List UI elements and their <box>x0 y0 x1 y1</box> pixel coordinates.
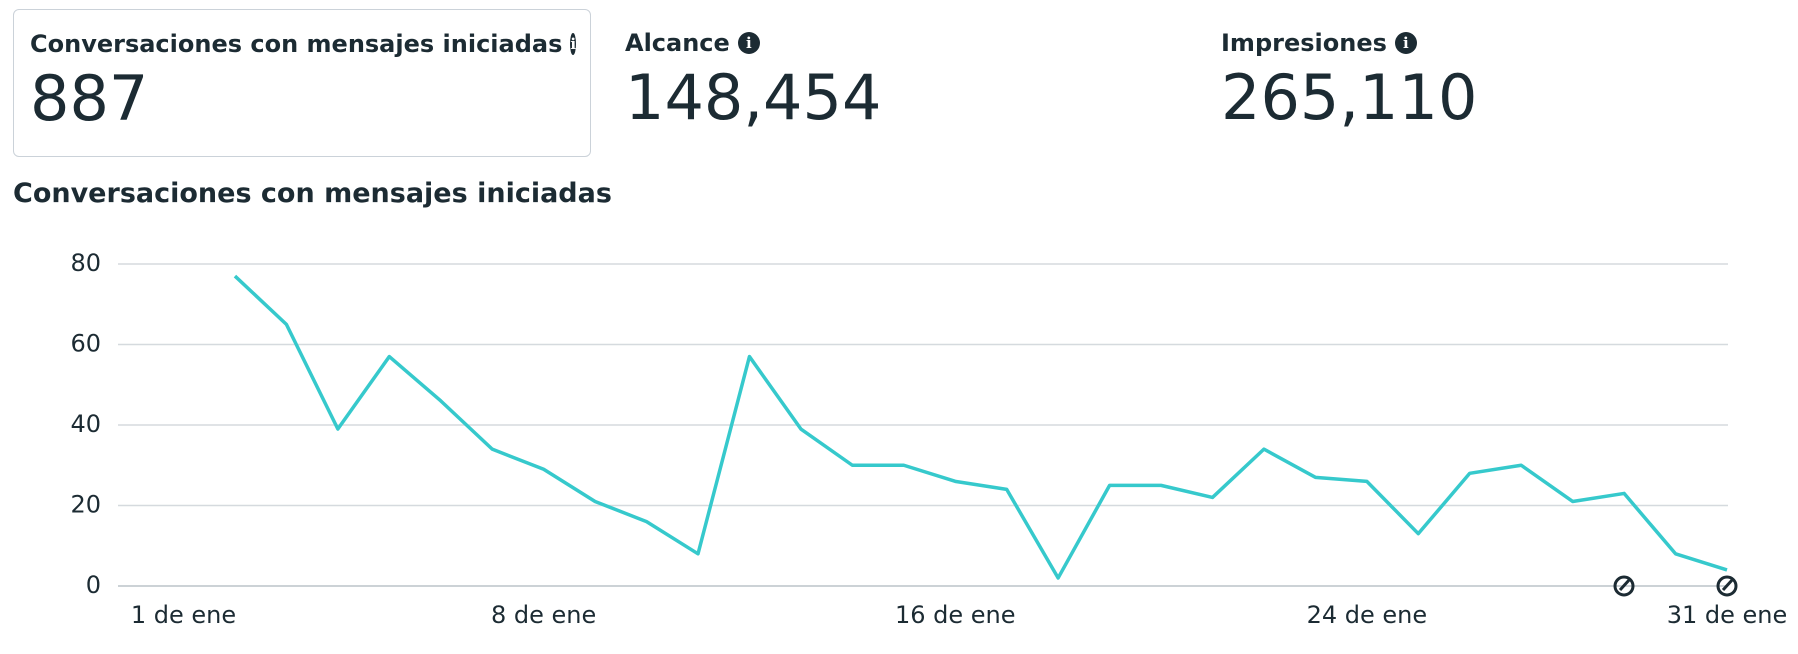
kpi-label: Conversaciones con mensajes iniciadas <box>30 30 563 58</box>
y-tick-label: 0 <box>86 571 101 599</box>
kpi-label: Impresiones <box>1221 29 1387 57</box>
line <box>233 274 1728 580</box>
y-tick-label: 60 <box>70 330 101 358</box>
y-tick-label: 80 <box>70 249 101 277</box>
info-icon[interactable]: i <box>570 33 577 55</box>
y-tick-label: 40 <box>70 410 101 438</box>
y-tick-label: 20 <box>70 491 101 519</box>
x-tick-label: 1 de ene <box>131 601 236 629</box>
x-tick-label: 31 de ene <box>1667 601 1788 629</box>
info-icon[interactable]: i <box>1394 32 1417 54</box>
kpi-value: 148,454 <box>625 61 882 134</box>
x-tick-label: 16 de ene <box>895 601 1016 629</box>
kpi-value: 887 <box>30 62 149 135</box>
chart-title: Conversaciones con mensajes iniciadas <box>13 178 612 209</box>
kpi-card[interactable]: Impresiones i 265,110 <box>1205 9 1765 157</box>
kpi-value: 265,110 <box>1221 61 1478 134</box>
kpi-label: Alcance <box>625 29 730 57</box>
marker-icon <box>1613 575 1738 597</box>
kpi-card[interactable]: Conversaciones con mensajes iniciadas i 8… <box>13 9 591 157</box>
x-tick-label: 8 de ene <box>491 601 596 629</box>
info-icon[interactable]: i <box>737 32 760 54</box>
kpi-card[interactable]: Alcance i 148,454 <box>609 9 1169 157</box>
x-tick-label: 24 de ene <box>1307 601 1428 629</box>
